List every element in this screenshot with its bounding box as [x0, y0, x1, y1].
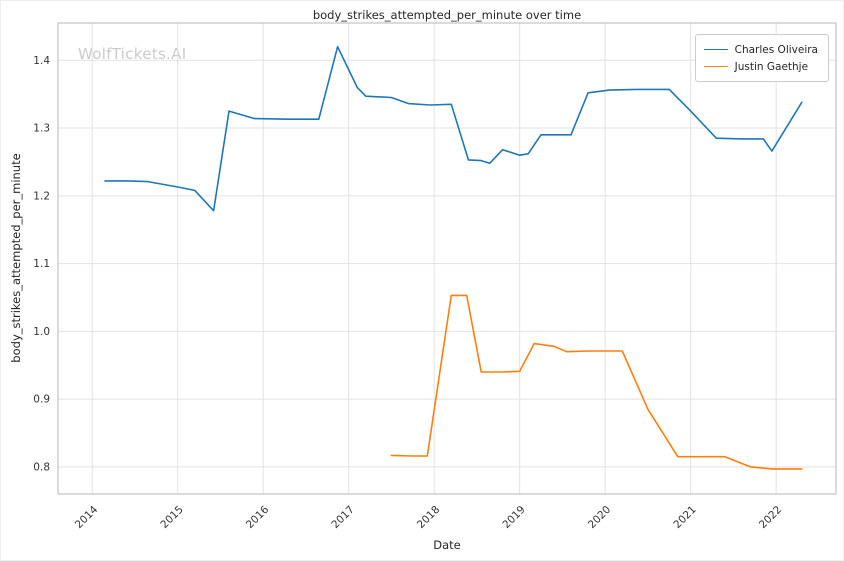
plot-border: [57, 22, 837, 495]
y-tick-label: 1.2: [33, 190, 50, 202]
y-axis-label: body_strikes_attempted_per_minute: [9, 153, 23, 363]
y-tick-label: 0.9: [33, 394, 50, 406]
y-tick-label: 1.3: [33, 123, 50, 135]
legend-line-swatch-orange: [703, 66, 728, 67]
x-tick-label: 2016: [244, 503, 272, 531]
series-line-charles-oliveira: [104, 45, 803, 212]
x-tick-label: 2019: [500, 504, 527, 531]
x-tick-label: 2018: [415, 504, 442, 531]
x-tick-label: 2021: [671, 504, 698, 531]
legend: Charles Oliveira Justin Gaethje: [694, 34, 829, 82]
watermark: WolfTickets.AI: [78, 45, 187, 63]
x-tick-label: 2022: [757, 504, 784, 531]
y-tick-label: 1.4: [33, 55, 50, 67]
series-line-justin-gaethje: [390, 294, 803, 470]
legend-item-justin-gaethje: Justin Gaethje: [703, 58, 818, 75]
x-tick-label: 2020: [586, 504, 613, 531]
x-tick-label: 2017: [329, 504, 356, 531]
x-axis-label: Date: [433, 538, 461, 552]
legend-item-charles-oliveira: Charles Oliveira: [703, 41, 818, 58]
legend-label: Justin Gaethje: [734, 60, 809, 73]
legend-line-swatch-blue: [703, 49, 728, 50]
x-tick-label: 2015: [158, 504, 185, 531]
y-tick-label: 0.8: [33, 461, 50, 473]
x-tick-label: 2014: [73, 503, 101, 531]
chart-title: body_strikes_attempted_per_minute over t…: [312, 8, 582, 22]
legend-label: Charles Oliveira: [734, 43, 818, 56]
y-tick-label: 1.1: [33, 258, 50, 270]
y-tick-label: 1.0: [33, 326, 50, 338]
